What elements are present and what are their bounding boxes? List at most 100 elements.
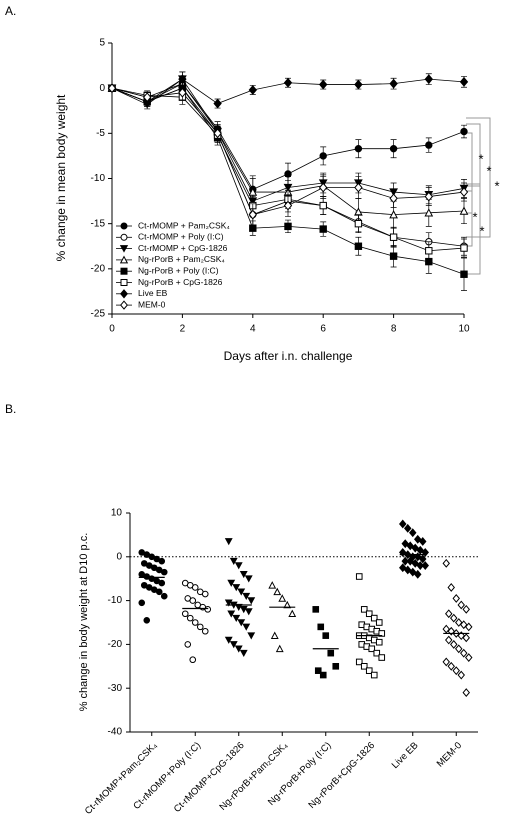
marker <box>314 667 322 674</box>
marker <box>389 78 398 89</box>
marker <box>368 645 376 653</box>
marker <box>419 537 427 546</box>
marker <box>143 92 152 103</box>
marker <box>319 201 327 210</box>
marker <box>244 608 253 616</box>
marker <box>155 588 163 596</box>
marker <box>191 584 199 591</box>
marker <box>224 599 233 607</box>
y-tick-label: -10 <box>91 173 106 184</box>
marker <box>416 545 424 555</box>
marker <box>227 579 236 587</box>
marker <box>459 76 469 87</box>
marker <box>270 631 279 639</box>
marker <box>319 79 328 90</box>
legend-marker <box>120 279 128 286</box>
marker <box>248 85 257 95</box>
legend-marker <box>119 245 129 253</box>
significance-brackets <box>466 117 491 275</box>
marker <box>232 614 241 622</box>
marker <box>242 623 251 631</box>
marker <box>319 182 328 193</box>
legend-marker <box>120 222 128 230</box>
marker <box>414 534 422 544</box>
marker <box>455 644 463 654</box>
marker <box>424 208 434 217</box>
marker <box>181 610 189 618</box>
marker <box>189 656 197 664</box>
marker <box>138 599 146 607</box>
marker <box>389 193 398 204</box>
marker <box>284 170 292 178</box>
marker <box>178 74 187 85</box>
marker <box>370 671 378 679</box>
marker <box>204 606 212 613</box>
marker <box>447 583 455 592</box>
marker <box>447 661 455 671</box>
marker <box>360 663 368 670</box>
marker <box>375 619 383 626</box>
marker <box>234 562 243 570</box>
marker <box>414 569 422 579</box>
y-tick-label: -15 <box>91 218 106 229</box>
marker <box>421 561 429 570</box>
legend-label: Ct-rMOMP + Poly (I:C) <box>138 232 224 242</box>
x-tick-label: 10 <box>458 324 470 335</box>
marker <box>460 127 468 136</box>
marker <box>445 635 453 645</box>
marker <box>184 641 192 648</box>
y-tick-label: 5 <box>99 38 105 49</box>
y-tick-label: -40 <box>108 727 123 738</box>
marker <box>416 561 424 570</box>
marker <box>409 567 417 577</box>
marker <box>275 644 284 653</box>
marker <box>354 144 363 153</box>
marker <box>186 614 194 622</box>
marker <box>457 670 465 680</box>
marker <box>459 187 469 197</box>
marker <box>319 152 327 160</box>
legend-marker <box>120 289 128 299</box>
marker <box>196 623 204 631</box>
legend-marker <box>120 267 128 275</box>
marker <box>425 141 433 149</box>
marker <box>450 613 458 623</box>
marker <box>227 610 236 618</box>
marker <box>248 209 257 220</box>
y-tick-label: 0 <box>99 83 105 94</box>
marker <box>317 623 325 631</box>
marker <box>158 557 166 565</box>
marker <box>399 563 407 573</box>
marker <box>143 617 151 624</box>
marker <box>365 610 373 618</box>
legend-marker <box>120 233 128 241</box>
marker <box>442 624 450 634</box>
marker <box>354 182 363 193</box>
x-tick-label: 2 <box>180 324 186 335</box>
marker <box>389 252 398 260</box>
marker <box>411 543 419 553</box>
marker <box>406 556 414 566</box>
marker <box>425 247 433 255</box>
marker <box>419 554 427 564</box>
marker <box>229 641 238 649</box>
marker <box>229 557 238 566</box>
marker <box>462 688 470 697</box>
marker <box>462 633 470 643</box>
y-tick-label: -25 <box>91 309 106 320</box>
marker <box>283 200 293 211</box>
marker <box>178 87 187 98</box>
legend-marker <box>120 300 128 310</box>
marker <box>247 597 256 605</box>
marker <box>445 609 453 619</box>
marker <box>450 639 458 649</box>
marker <box>424 74 433 85</box>
marker <box>201 590 209 598</box>
y-tick-label: -5 <box>96 128 105 139</box>
x-tick-label: 4 <box>250 324 256 335</box>
marker <box>355 658 363 666</box>
y-tick-label: -10 <box>108 595 123 606</box>
marker <box>239 606 248 614</box>
marker <box>404 523 412 533</box>
